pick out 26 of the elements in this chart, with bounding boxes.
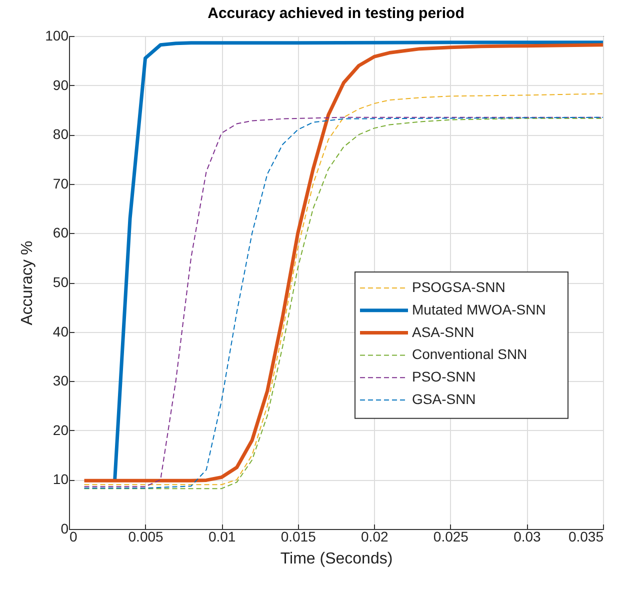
y-tick-label: 90 xyxy=(52,76,69,93)
legend-label: PSO-SNN xyxy=(412,368,476,385)
y-tick-label: 60 xyxy=(52,224,69,241)
legend-label: Conventional SNN xyxy=(412,346,528,362)
x-tick-label: 0.01 xyxy=(208,528,236,544)
x-tick-label: 0.005 xyxy=(128,528,164,544)
y-tick-label: 70 xyxy=(52,175,69,192)
x-tick-label: 0.015 xyxy=(280,528,316,544)
y-axis-title: Accuracy % xyxy=(19,240,36,326)
y-tick-label: 30 xyxy=(52,372,69,389)
x-tick-label: 0.03 xyxy=(514,528,542,544)
x-axis-title: Time (Seconds) xyxy=(280,550,393,568)
y-tick-label: 80 xyxy=(52,126,69,142)
x-tick-label: 0.035 xyxy=(568,528,604,544)
legend-label: ASA-SNN xyxy=(412,324,474,340)
legend-label: PSOGSA-SNN xyxy=(412,279,506,295)
chart-title: Accuracy achieved in testing period xyxy=(208,5,464,22)
y-tick-label: 20 xyxy=(52,422,69,438)
legend-label: Mutated MWOA-SNN xyxy=(412,301,546,318)
y-tick-label: 40 xyxy=(52,323,69,340)
x-tick-label: 0.025 xyxy=(433,528,469,544)
y-tick-label: 10 xyxy=(52,471,69,488)
y-tick-label: 100 xyxy=(45,28,69,44)
y-tick-label: 50 xyxy=(52,274,69,290)
legend-label: GSA-SNN xyxy=(412,391,476,407)
x-tick-label: 0.02 xyxy=(361,528,388,544)
